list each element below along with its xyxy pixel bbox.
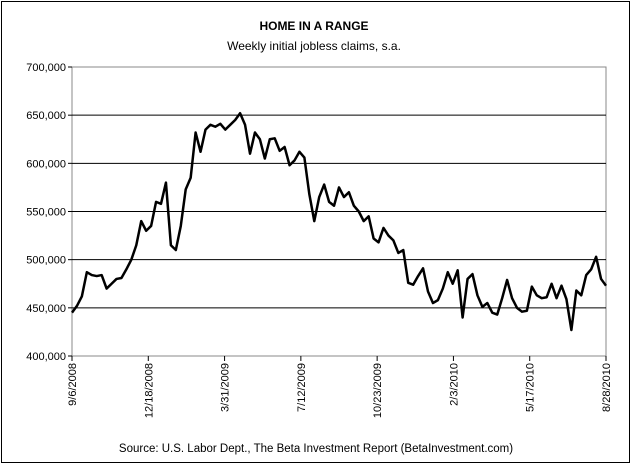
x-axis-ticks: 9/6/2008 12/18/2008 3/31/2009 7/12/2009 10/2… <box>67 356 613 418</box>
jobless-claims-line <box>70 111 608 332</box>
chart-title: HOME IN A RANGE <box>259 19 368 33</box>
chart-subtitle: Weekly initial jobless claims, s.a. <box>227 39 401 53</box>
y-tick-label: 600,000 <box>26 158 66 170</box>
y-tick-label: 700,000 <box>26 62 66 74</box>
y-tick-label: 650,000 <box>26 110 66 122</box>
x-tick-label: 8/28/2010 <box>601 363 613 412</box>
y-axis-ticks: 400,000 450,000 500,000 550,000 600,000 650,0… <box>26 62 72 363</box>
y-tick-label: 550,000 <box>26 207 66 219</box>
gridlines <box>72 114 606 309</box>
y-tick-label: 500,000 <box>26 255 66 267</box>
x-tick-label: 9/6/2008 <box>67 363 79 406</box>
y-tick-label: 400,000 <box>26 351 66 363</box>
source-note: Source: U.S. Labor Dept., The Beta Inves… <box>119 443 513 455</box>
x-tick-label: 3/31/2009 <box>220 363 232 412</box>
y-tick-label: 450,000 <box>26 303 66 315</box>
x-tick-label: 10/23/2009 <box>372 363 384 418</box>
series-layer <box>70 111 608 332</box>
x-tick-label: 12/18/2008 <box>143 363 155 418</box>
x-tick-label: 7/12/2009 <box>296 363 308 412</box>
x-tick-label: 5/17/2010 <box>525 363 537 412</box>
x-tick-label: 2/3/2010 <box>448 363 460 406</box>
